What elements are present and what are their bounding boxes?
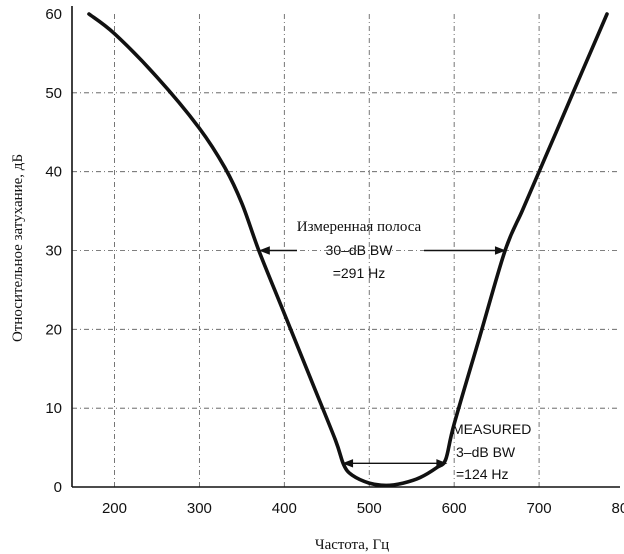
y-axis-title: Относительное затухание, дБ (10, 154, 26, 342)
bw3-arrowhead-right (436, 459, 448, 468)
bw3-arrowhead-left (342, 459, 354, 468)
bw30-label-line1: Измеренная полоса (297, 219, 422, 235)
bw30-label-line2: 30–dB BW (326, 242, 394, 258)
x-tick-label-500: 500 (357, 500, 382, 517)
y-tick-label-0: 0 (54, 479, 62, 496)
y-tick-label-30: 30 (45, 243, 62, 260)
annotations: Измеренная полоса 30–dB BW =291 Hz MEASURED… (258, 219, 531, 482)
x-tick-label-600: 600 (442, 500, 467, 517)
axes: 200 300 400 500 600 700 800 0 10 20 30 40 50 60 (45, 6, 624, 517)
y-tick-label-60: 60 (45, 6, 62, 23)
bw3-label-line2: 3–dB BW (456, 444, 516, 460)
y-tick-label-50: 50 (45, 85, 62, 102)
x-tick-label-700: 700 (527, 500, 552, 517)
bw30-arrowhead-right (494, 246, 506, 255)
bw30-arrowhead-left (258, 246, 270, 255)
attenuation-curve-0 (87, 12, 609, 487)
x-tick-label-300: 300 (187, 500, 212, 517)
x-tick-label-400: 400 (272, 500, 297, 517)
y-tick-label-40: 40 (45, 164, 62, 181)
x-tick-label-800: 800 (611, 500, 624, 517)
bw30-label-line3: =291 Hz (333, 265, 386, 281)
data-series (87, 12, 609, 487)
axis-labels: Частота, Гц Относительное затухание, дБ (10, 154, 389, 553)
bw3-label-line1: MEASURED (452, 421, 531, 437)
x-tick-label-200: 200 (102, 500, 127, 517)
bw3-label-line3: =124 Hz (456, 466, 509, 482)
x-axis-title: Частота, Гц (315, 537, 389, 553)
y-tick-label-20: 20 (45, 321, 62, 338)
y-tick-label-10: 10 (45, 400, 62, 417)
